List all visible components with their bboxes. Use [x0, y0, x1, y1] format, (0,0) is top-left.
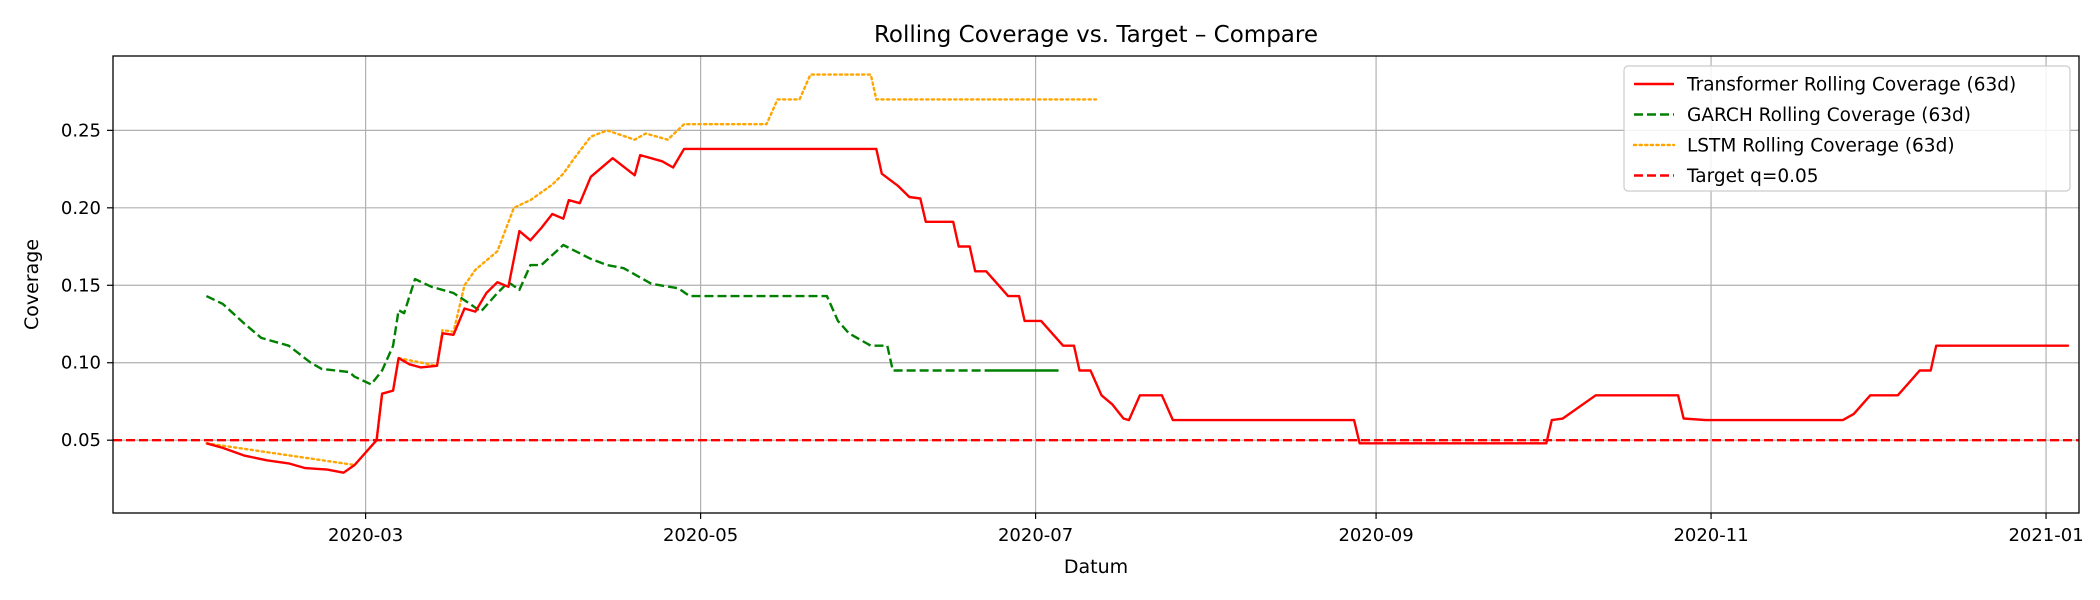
y-tick-label: 0.05 — [61, 430, 101, 451]
legend-label: LSTM Rolling Coverage (63d) — [1687, 136, 1955, 157]
y-tick-label: 0.20 — [61, 198, 101, 219]
legend-label: Transformer Rolling Coverage (63d) — [1686, 75, 2016, 96]
y-tick-label: 0.15 — [61, 275, 101, 296]
series-line-1 — [205, 243, 1059, 386]
x-tick-label: 2020-09 — [1338, 525, 1413, 546]
x-tick-label: 2021-01 — [2008, 525, 2083, 546]
plot-frame — [112, 55, 2080, 514]
chart-title: Rolling Coverage vs. Target – Compare — [874, 22, 1318, 48]
x-tick-label: 2020-05 — [663, 525, 738, 546]
legend-box — [1623, 65, 2071, 192]
x-tick-label: 2020-03 — [328, 525, 403, 546]
axis-ticks: 2020-03 2020-05 2020-07 2020-09 2020-11 2021-… — [61, 120, 2084, 546]
y-tick-label: 0.10 — [61, 353, 101, 374]
x-tick-label: 2020-07 — [998, 525, 1073, 546]
legend: Transformer Rolling Coverage (63d) GARCH … — [1623, 65, 2071, 192]
y-axis-title: Coverage — [21, 239, 43, 330]
series-layer — [113, 73, 2079, 474]
legend-label: Target q=0.05 — [1686, 166, 1819, 187]
y-tick-label: 0.25 — [61, 120, 101, 141]
series-line-0 — [206, 147, 2070, 474]
x-tick-label: 2020-11 — [1673, 525, 1748, 546]
legend-label: GARCH Rolling Coverage (63d) — [1687, 105, 1971, 126]
x-axis-title: Datum — [1064, 556, 1128, 578]
legend-items: Transformer Rolling Coverage (63d) GARCH … — [1632, 75, 2016, 187]
